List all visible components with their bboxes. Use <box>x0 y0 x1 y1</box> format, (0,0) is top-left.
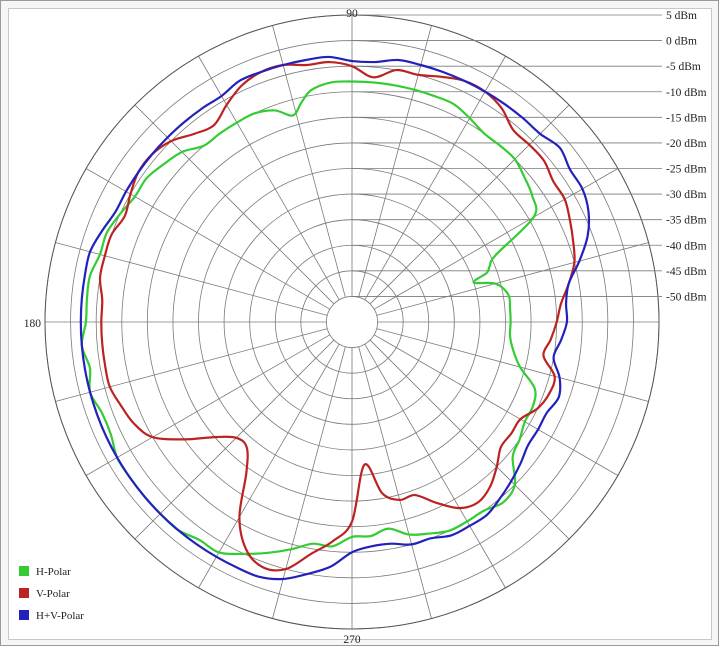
grid-spoke <box>134 339 335 540</box>
legend-label-h-v-polar: H+V-Polar <box>36 610 84 622</box>
grid-ring <box>326 296 378 348</box>
radial-tick-label: -35 dBm <box>666 215 707 227</box>
radial-tick-label: -20 dBm <box>666 138 707 150</box>
grid-spoke <box>272 346 346 619</box>
radial-tick-label: 0 dBm <box>666 36 697 48</box>
radial-tick-label: -25 dBm <box>666 164 707 176</box>
grid-spoke <box>358 346 432 619</box>
grid-spoke <box>376 242 649 316</box>
chart-panel <box>8 8 712 640</box>
grid-spoke <box>373 334 619 476</box>
grid-spoke <box>55 328 328 402</box>
grid-spoke <box>369 104 570 305</box>
radial-tick-label: 5 dBm <box>666 10 697 22</box>
radial-tick-label: -45 dBm <box>666 266 707 278</box>
grid-spoke <box>369 339 570 540</box>
angle-tick-label: 90 <box>346 8 358 20</box>
radial-tick-label: -50 dBm <box>666 291 707 303</box>
legend: H-Polar V-Polar H+V-Polar <box>19 566 84 622</box>
grid-spoke <box>198 55 340 301</box>
grid-spoke <box>85 334 331 476</box>
grid-spoke <box>134 104 335 305</box>
angle-axis-labels: 90 180 270 <box>24 8 361 646</box>
data-series <box>79 55 591 581</box>
legend-label-v-polar: V-Polar <box>36 588 70 600</box>
radial-tick-label: -15 dBm <box>666 112 707 124</box>
radial-tick-label: -40 dBm <box>666 240 707 252</box>
grid-spoke <box>364 343 506 589</box>
grid-spoke <box>364 55 506 301</box>
series-line-h-polar <box>80 80 538 556</box>
series-line-h-v-polar <box>79 55 591 581</box>
grid-spoke <box>198 343 340 589</box>
legend-swatch-v-polar <box>19 588 29 598</box>
grid-spoke <box>85 168 331 310</box>
grid-spoke <box>358 25 432 298</box>
radial-tick-label: -5 dBm <box>666 61 701 73</box>
radial-axis-labels: 5 dBm 0 dBm -5 dBm -10 dBm -15 dBm -20 dBm -25… <box>352 10 707 303</box>
angle-tick-label: 270 <box>343 634 361 646</box>
grid-spoke <box>376 328 649 402</box>
angle-tick-label: 180 <box>24 318 42 330</box>
radial-tick-label: -30 dBm <box>666 189 707 201</box>
grid-spoke <box>373 168 619 310</box>
radial-tick-label: -10 dBm <box>666 87 707 99</box>
grid-spoke <box>272 25 346 298</box>
legend-swatch-h-polar <box>19 566 29 576</box>
grid-spoke <box>55 242 328 316</box>
legend-label-h-polar: H-Polar <box>36 566 71 578</box>
legend-swatch-h-v-polar <box>19 610 29 620</box>
